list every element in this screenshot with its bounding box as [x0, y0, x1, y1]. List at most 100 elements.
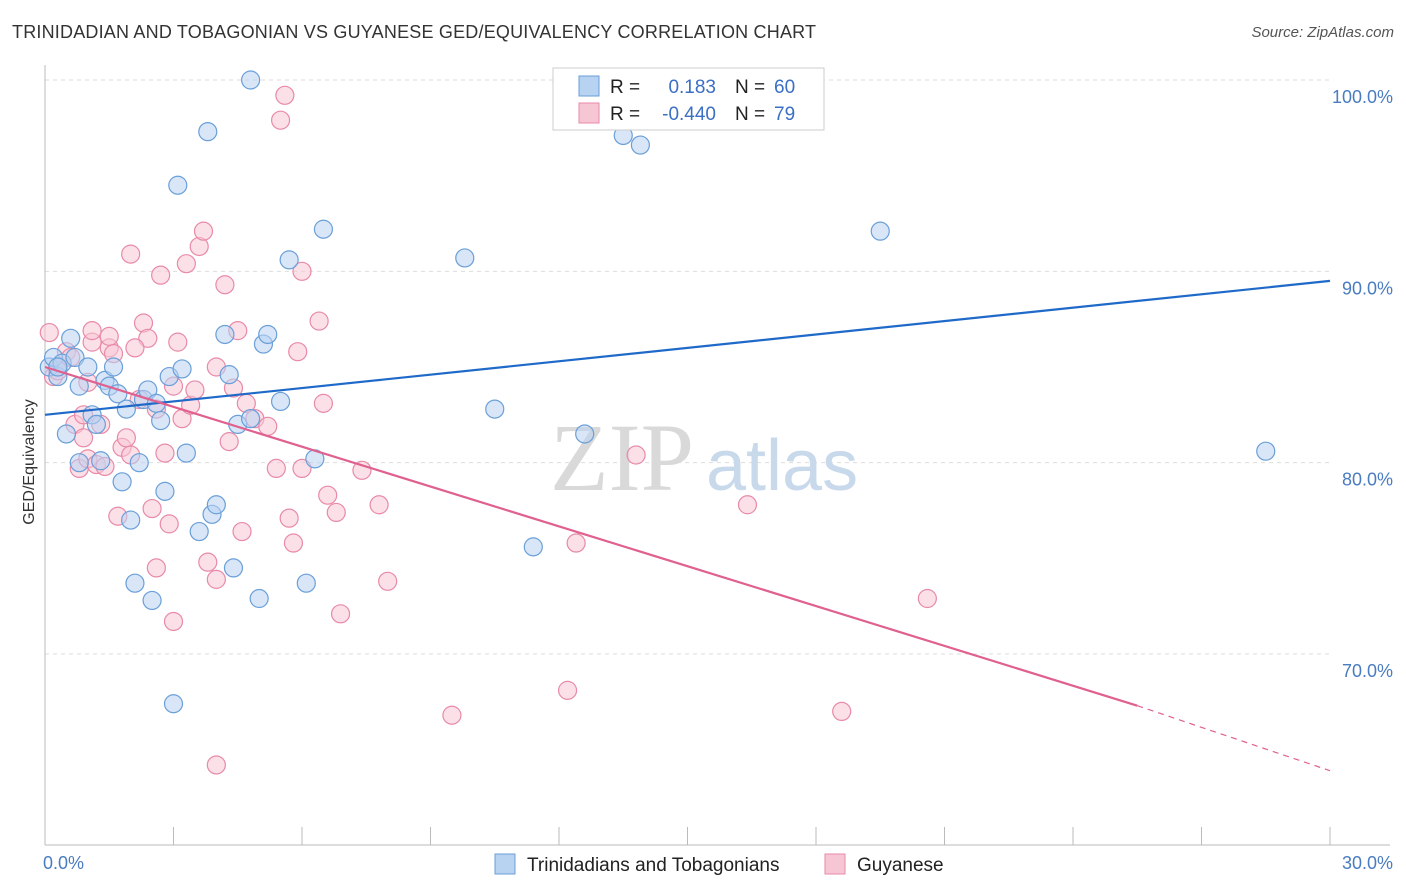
trinidadian-point-28: [163, 694, 184, 714]
trinidadian-point-23: [142, 590, 162, 611]
legend-r-label-pink: R =: [610, 104, 640, 125]
guyanese-point-29: [155, 443, 175, 463]
guyanese-point-34: [176, 254, 196, 274]
guyanese-point-59: [318, 485, 338, 505]
guyanese-point-74: [125, 338, 145, 358]
guyanese-point-63: [369, 495, 389, 515]
guyanese-point-15: [99, 326, 119, 346]
guyanese-point-7: [73, 428, 94, 448]
trinidadian-point-8: [69, 453, 89, 473]
guyanese-point-64: [378, 571, 398, 591]
trinidadian-point-58: [91, 451, 111, 471]
trinidadian-point-56: [870, 221, 890, 241]
bottom-legend-label-blue: Trinidadians and Tobagonians: [527, 855, 779, 876]
trinidadian-point-50: [455, 248, 475, 268]
trinidadian-point-25: [151, 410, 171, 431]
guyanese-point-0: [39, 322, 59, 343]
guyanese-point-73: [82, 321, 102, 341]
legend-n-label-blue: N =: [735, 77, 765, 98]
trinidadian-point-57: [1256, 441, 1276, 461]
y-tick-label-100: 100.0%: [1332, 87, 1393, 107]
guyanese-point-32: [168, 332, 188, 352]
trinidadian-point-38: [223, 558, 244, 578]
y-axis-title: GED/Equivalency: [21, 399, 38, 524]
legend-r-value-blue: 0.183: [668, 77, 716, 98]
trinidadian-point-47: [296, 573, 316, 593]
guyanese-point-65: [442, 705, 462, 725]
legend-n-label-pink: N =: [735, 104, 765, 125]
y-tick-label-80: 80.0%: [1342, 470, 1393, 490]
watermark: ZIP atlas: [550, 404, 858, 511]
trinidadian-point-16: [112, 472, 132, 492]
trinidadian-point-9: [78, 357, 98, 377]
trinidadian-point-33: [198, 122, 218, 142]
pink-trend-line: [44, 365, 1138, 707]
guyanese-point-72: [206, 755, 226, 775]
guyanese-point-38: [193, 221, 214, 241]
trinidadian-point-55: [630, 135, 650, 155]
guyanese-point-60: [326, 502, 346, 523]
trinidadian-point-42: [249, 588, 269, 609]
trinidadian-point-51: [485, 399, 505, 419]
axes: [44, 65, 1390, 846]
trinidadian-point-19: [125, 573, 145, 593]
trinidadian-point-40: [241, 409, 261, 429]
guyanese-point-46: [232, 521, 252, 542]
trinidadian-point-4: [56, 424, 77, 444]
trinidadian-points: [39, 70, 1276, 714]
guyanese-point-57: [309, 311, 329, 331]
guyanese-point-39: [198, 552, 218, 572]
guyanese-point-54: [283, 533, 304, 553]
tick-labels: 100.0% 90.0% 80.0% 70.0% 0.0% 30.0%: [43, 87, 1393, 873]
guyanese-point-19: [116, 428, 136, 448]
guyanese-point-58: [313, 393, 334, 413]
y-tick-label-70: 70.0%: [1342, 661, 1393, 681]
trinidadian-point-46: [279, 250, 299, 270]
guyanese-point-30: [159, 514, 179, 534]
guyanese-point-24: [138, 328, 158, 348]
guyanese-point-43: [219, 432, 239, 452]
trinidadian-point-6: [65, 347, 85, 368]
guyanese-point-56: [292, 458, 312, 479]
trinidadian-point-11: [86, 414, 107, 434]
source-label: Source: ZipAtlas.com: [1251, 24, 1394, 41]
trend-lines: [44, 279, 1331, 772]
trinidadian-point-44: [258, 324, 278, 345]
guyanese-point-31: [163, 611, 184, 632]
legend-swatch-pink: [578, 102, 600, 124]
trinidadian-point-37: [219, 365, 239, 385]
watermark-atlas: atlas: [706, 426, 858, 506]
trinidadian-point-30: [172, 359, 192, 379]
trinidadian-point-36: [215, 324, 235, 345]
legend-swatch-blue: [578, 75, 600, 97]
trinidadian-point-32: [189, 521, 209, 542]
legend-n-value-pink: 79: [774, 104, 795, 125]
trinidadian-point-14: [103, 357, 124, 377]
guyanese-point-69: [737, 495, 758, 515]
legend-r-label-blue: R =: [610, 77, 640, 98]
guyanese-point-36: [185, 380, 205, 400]
guyanese-point-70: [832, 701, 852, 722]
guyanese-point-61: [330, 604, 351, 624]
trinidadian-point-53: [575, 424, 595, 444]
guyanese-point-53: [279, 508, 299, 528]
guyanese-point-21: [121, 244, 141, 264]
trinidadian-point-26: [155, 481, 175, 501]
watermark-zip: ZIP: [550, 404, 694, 511]
legend-r-value-pink: -0.440: [662, 104, 716, 125]
trinidadian-point-45: [270, 391, 291, 412]
y-tick-label-90: 90.0%: [1342, 278, 1393, 298]
series-legend: Trinidadians and Tobagonians Guyanese: [494, 853, 944, 876]
guyanese-point-66: [557, 680, 578, 700]
guyanese-point-50: [266, 458, 286, 479]
bottom-legend-swatch-blue: [494, 853, 516, 875]
x-tick-label-0: 0.0%: [43, 853, 84, 873]
trinidadian-point-29: [168, 175, 188, 195]
pink-trend-line-extension: [1137, 705, 1331, 772]
blue-trend-line: [44, 279, 1331, 416]
guyanese-point-26: [146, 558, 166, 578]
bottom-legend-label-pink: Guyanese: [857, 855, 944, 876]
trinidadian-point-31: [176, 443, 196, 463]
bottom-legend-swatch-pink: [824, 853, 846, 875]
